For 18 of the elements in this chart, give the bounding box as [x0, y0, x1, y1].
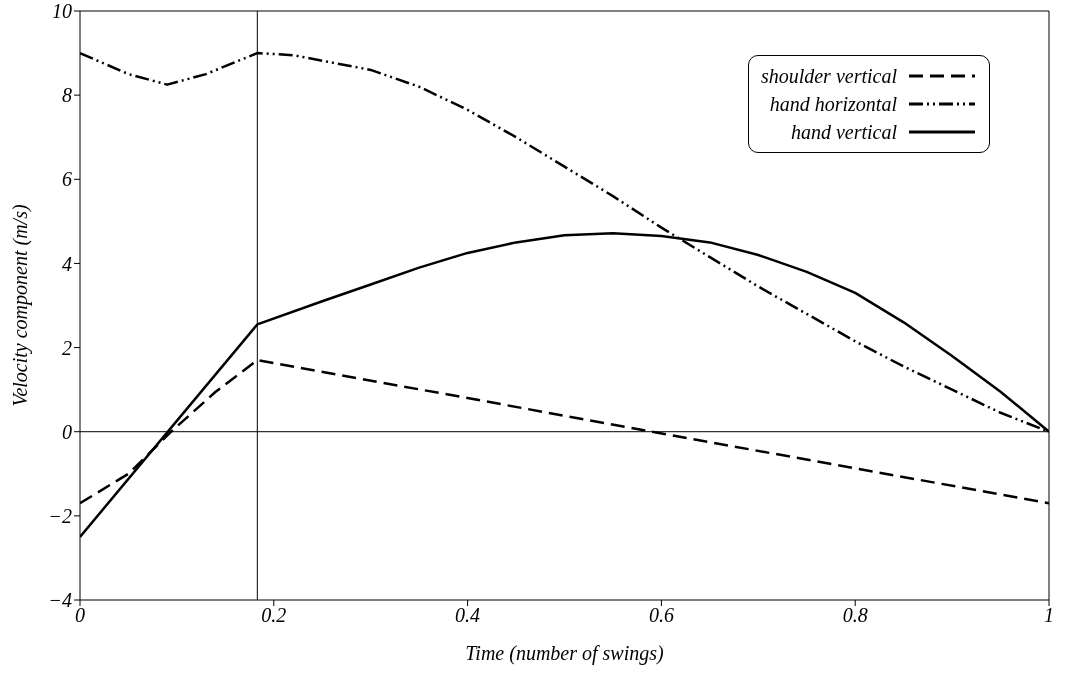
legend-label: hand horizontal — [769, 92, 897, 116]
y-tick-label: 4 — [62, 252, 72, 275]
legend-label: hand vertical — [790, 120, 897, 144]
y-tick-label: 0 — [62, 420, 72, 443]
y-tick-label: −2 — [48, 504, 72, 527]
x-tick-label: 0.4 — [455, 604, 481, 627]
x-axis-title: Time (number of swings) — [465, 642, 665, 665]
x-tick-label: 0.8 — [842, 604, 868, 627]
legend-label: shoulder vertical — [760, 64, 897, 88]
y-tick-label: 8 — [62, 84, 72, 107]
y-tick-label: 6 — [62, 168, 72, 191]
y-axis-title: Velocity component (m/s) — [9, 204, 33, 407]
x-tick-label: 1 — [1044, 604, 1054, 627]
y-tick-label: 10 — [52, 0, 72, 23]
y-tick-label: 2 — [62, 336, 72, 359]
y-tick-label: −4 — [48, 589, 72, 612]
x-tick-label: 0.2 — [261, 604, 287, 627]
x-tick-label: 0.6 — [648, 604, 674, 627]
